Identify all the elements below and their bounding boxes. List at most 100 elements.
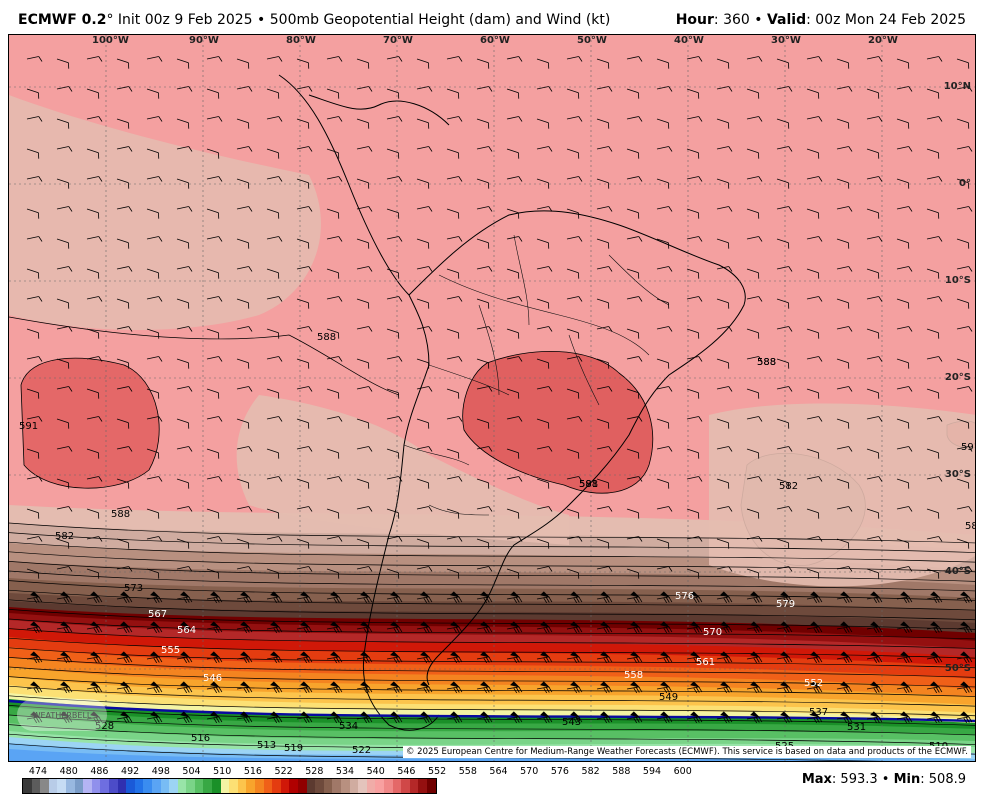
wind-barb [506,208,520,219]
wind-barb [926,388,940,399]
wind-barb [926,416,943,422]
wind-barb [26,568,40,579]
wind-barb [56,591,73,604]
wind-barb [686,116,703,122]
wind-barb [206,88,220,99]
wind-barb [386,296,403,302]
wind-barb [866,236,883,242]
wind-barb [176,266,193,272]
wind-barb [206,208,220,219]
wind-barb [146,681,163,694]
wind-barb [86,508,100,519]
wind-barb [836,506,853,512]
wind-barb [566,356,583,362]
wind-barb [686,448,700,459]
wind-barb [296,358,310,369]
wind-barb [26,328,40,339]
wind-barb [176,386,193,392]
wind-barb [116,566,133,572]
wind-barb [746,148,760,159]
colorbar-tick: 558 [458,766,477,777]
wind-barb [416,681,433,694]
wind-barb [206,536,223,542]
contour-label: 555 [161,645,180,656]
wind-barb [476,711,493,724]
wind-barb [116,238,130,249]
wind-barb [566,116,583,122]
valid-label: Valid [766,12,807,28]
wind-barb [566,56,583,62]
wind-barb [896,446,913,452]
wind-barb [476,681,493,694]
wind-barb [356,298,370,309]
wind-barb [476,566,493,572]
wind-barb [716,711,733,724]
wind-barb [926,116,943,122]
wind-barb [386,591,403,604]
wind-barb [536,506,553,512]
wind-barb [566,711,583,724]
contour-line [9,676,975,697]
contour-line [9,714,975,736]
wind-barb [26,416,43,422]
wind-barb [746,591,763,604]
wind-barb [956,446,973,452]
colorbar-swatch [212,779,221,793]
title-right: Hour: 360 • Valid: 00z Mon 24 Feb 2025 [676,12,966,28]
wind-barb [26,681,43,694]
wind-barb [296,238,310,249]
wind-barb [806,328,820,339]
wind-barb [776,478,790,489]
wind-barb [26,148,40,159]
wind-barb [326,268,340,279]
contour-label: 588 [579,479,598,490]
wind-barb [836,538,850,549]
wind-barb [746,356,763,362]
wind-barb [806,476,823,482]
wind-barb [836,591,853,604]
wind-barb [176,58,190,69]
colorbar-swatch [280,779,290,793]
wind-barb [806,236,823,242]
wind-barb [56,118,70,129]
wind-barb [866,711,883,724]
wind-barb [116,58,130,69]
wind-barb [476,118,490,129]
wind-barb [356,621,373,634]
wind-barb [26,88,40,99]
wind-barb [956,86,973,92]
wind-barb [386,268,400,279]
wind-barb [506,88,520,99]
wind-barb [206,448,220,459]
height-band [9,749,902,761]
wind-barb [746,536,763,542]
wind-barb [386,651,403,664]
wind-barb [236,326,253,332]
wind-barb [236,58,250,69]
wind-barb [746,448,760,459]
wind-barb [596,178,610,189]
wind-barb [626,296,643,302]
wind-barb [266,296,283,302]
colorbar-tick: 540 [366,766,385,777]
wind-barb [566,296,583,302]
wind-barb [266,568,280,579]
wind-barb [596,681,613,694]
wind-barb [476,58,490,69]
wind-barb [446,651,463,664]
wind-barb [686,568,700,579]
wind-barb [626,711,643,724]
wind-barb [146,88,160,99]
wind-barb [926,651,943,664]
colorbar-swatch [203,779,213,793]
wind-barb [596,621,613,634]
colorbar-swatch [194,779,204,793]
wind-barb [836,711,853,724]
wind-barb [686,148,700,159]
colorbar-swatch [229,779,238,793]
wind-barb [686,328,700,339]
longitude-label: 70°W [383,35,413,46]
wind-barb [146,56,163,62]
map-panel[interactable]: 5885915885885825825855915915735675645555… [8,34,976,762]
wind-barb [26,268,40,279]
